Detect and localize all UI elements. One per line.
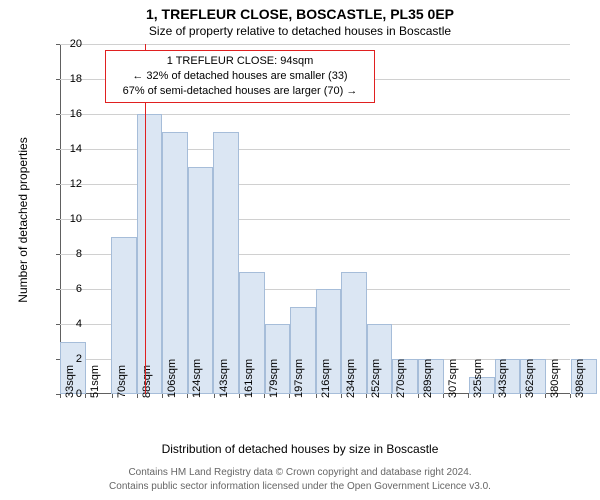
ytick-label: 12 bbox=[42, 178, 82, 190]
xtick-label: 70sqm bbox=[116, 365, 128, 398]
ytick-label: 10 bbox=[42, 213, 82, 225]
footer-line-2: Contains public sector information licen… bbox=[0, 480, 600, 493]
ytick-label: 14 bbox=[42, 143, 82, 155]
xtick-mark bbox=[162, 394, 163, 398]
xtick-mark bbox=[137, 394, 138, 398]
chart-container: 1, TREFLEUR CLOSE, BOSCASTLE, PL35 0EP S… bbox=[0, 0, 600, 500]
xtick-mark bbox=[443, 394, 444, 398]
xtick-mark bbox=[214, 394, 215, 398]
xtick-label: 234sqm bbox=[345, 359, 357, 398]
histogram-bar bbox=[162, 132, 188, 395]
chart-title: 1, TREFLEUR CLOSE, BOSCASTLE, PL35 0EP bbox=[0, 6, 600, 22]
footer-line-1: Contains HM Land Registry data © Crown c… bbox=[0, 466, 600, 479]
xtick-mark bbox=[239, 394, 240, 398]
xtick-mark bbox=[85, 394, 86, 398]
y-axis-label: Number of detached properties bbox=[16, 137, 30, 302]
histogram-bar bbox=[213, 132, 239, 395]
annotation-line: ← 32% of detached houses are smaller (33… bbox=[111, 69, 369, 84]
annotation-line: 1 TREFLEUR CLOSE: 94sqm bbox=[111, 54, 369, 69]
xtick-label: 270sqm bbox=[395, 359, 407, 398]
x-axis-label: Distribution of detached houses by size … bbox=[0, 442, 600, 456]
xtick-label: 51sqm bbox=[89, 365, 101, 398]
xtick-mark bbox=[341, 394, 342, 398]
xtick-label: 398sqm bbox=[574, 359, 586, 398]
xtick-mark bbox=[545, 394, 546, 398]
ytick-label: 4 bbox=[42, 318, 82, 330]
annotation-box: 1 TREFLEUR CLOSE: 94sqm← 32% of detached… bbox=[105, 50, 375, 103]
xtick-label: 143sqm bbox=[218, 359, 230, 398]
xtick-label: 88sqm bbox=[141, 365, 153, 398]
xtick-mark bbox=[112, 394, 113, 398]
xtick-label: 380sqm bbox=[549, 359, 561, 398]
xtick-mark bbox=[570, 394, 571, 398]
ytick-label: 0 bbox=[42, 388, 82, 400]
xtick-label: 106sqm bbox=[166, 359, 178, 398]
annotation-line: 67% of semi-detached houses are larger (… bbox=[111, 84, 369, 99]
histogram-bar bbox=[137, 114, 163, 394]
ytick-label: 6 bbox=[42, 283, 82, 295]
xtick-label: 197sqm bbox=[293, 359, 305, 398]
xtick-mark bbox=[493, 394, 494, 398]
xtick-label: 252sqm bbox=[370, 359, 382, 398]
xtick-mark bbox=[520, 394, 521, 398]
xtick-label: 179sqm bbox=[268, 359, 280, 398]
xtick-label: 325sqm bbox=[472, 359, 484, 398]
ytick-label: 2 bbox=[42, 353, 82, 365]
xtick-label: 343sqm bbox=[497, 359, 509, 398]
xtick-label: 216sqm bbox=[320, 359, 332, 398]
xtick-mark bbox=[187, 394, 188, 398]
chart-subtitle: Size of property relative to detached ho… bbox=[0, 24, 600, 38]
ytick-label: 8 bbox=[42, 248, 82, 260]
xtick-mark bbox=[391, 394, 392, 398]
xtick-label: 161sqm bbox=[243, 359, 255, 398]
xtick-mark bbox=[316, 394, 317, 398]
gridline bbox=[60, 44, 570, 45]
xtick-mark bbox=[468, 394, 469, 398]
ytick-label: 16 bbox=[42, 108, 82, 120]
xtick-label: 362sqm bbox=[524, 359, 536, 398]
ytick-label: 20 bbox=[42, 38, 82, 50]
xtick-mark bbox=[366, 394, 367, 398]
ytick-label: 18 bbox=[42, 73, 82, 85]
xtick-label: 124sqm bbox=[191, 359, 203, 398]
xtick-label: 307sqm bbox=[447, 359, 459, 398]
xtick-mark bbox=[264, 394, 265, 398]
xtick-mark bbox=[418, 394, 419, 398]
xtick-mark bbox=[289, 394, 290, 398]
xtick-label: 289sqm bbox=[422, 359, 434, 398]
